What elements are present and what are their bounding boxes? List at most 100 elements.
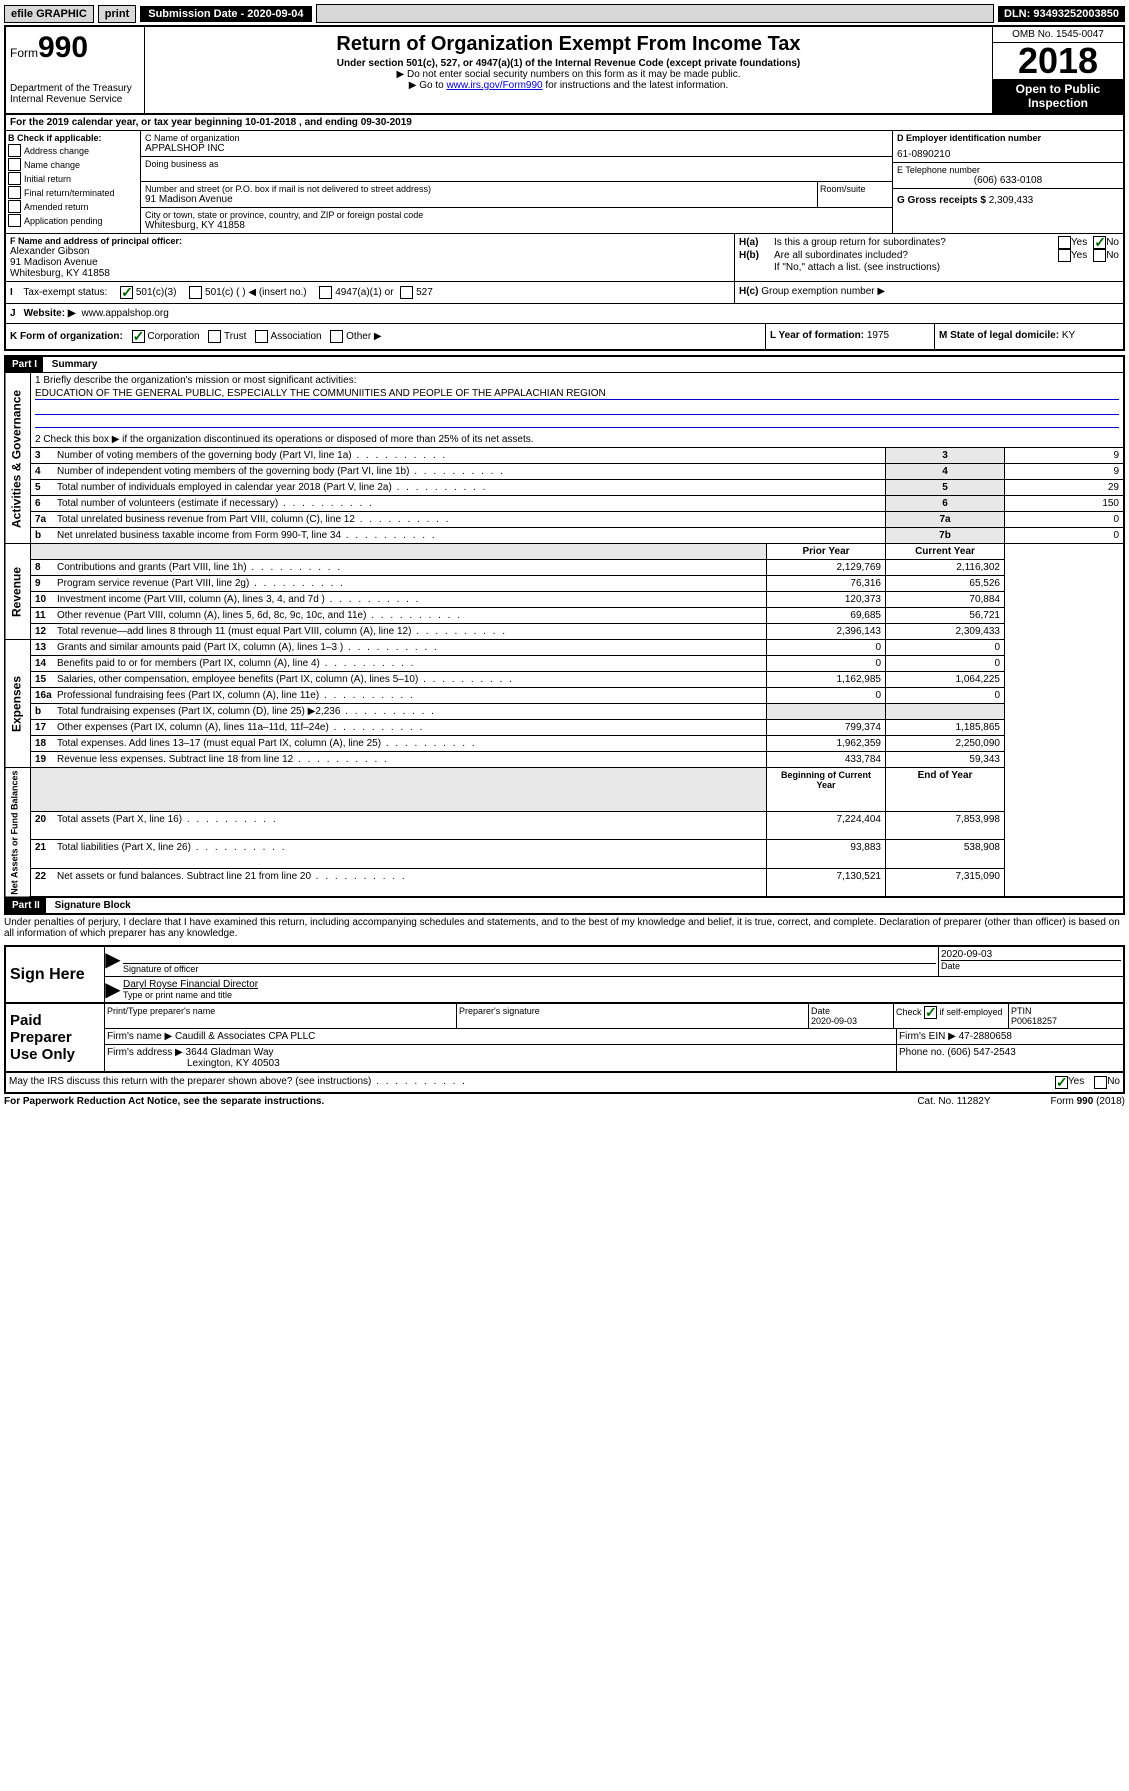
- info-block-row5: K Form of organization: Corporation Trus…: [4, 324, 1125, 351]
- irs-link[interactable]: www.irs.gov/Form990: [446, 80, 542, 91]
- info-block-row3: I Tax-exempt status: 501(c)(3) 501(c) ( …: [4, 282, 1125, 304]
- summary-row: bTotal fundraising expenses (Part IX, co…: [5, 704, 1124, 720]
- corp-checkbox[interactable]: [132, 330, 145, 343]
- top-toolbar: efile GRAPHIC print Submission Date - 20…: [4, 4, 1125, 23]
- 501c3-checkbox[interactable]: [120, 286, 133, 299]
- block-h: H(a) Is this a group return for subordin…: [735, 234, 1123, 281]
- ssn-note: ▶ Do not enter social security numbers o…: [149, 69, 988, 80]
- dept-label: Department of the Treasury: [10, 83, 140, 94]
- paid-prep-label: Paid Preparer Use Only: [6, 1004, 105, 1071]
- summary-row: 7aTotal unrelated business revenue from …: [5, 512, 1124, 528]
- summary-row: 6Total number of volunteers (estimate if…: [5, 496, 1124, 512]
- signature-block: Sign Here ▶ Signature of officer 2020-09…: [4, 945, 1125, 1004]
- summary-row: 15Salaries, other compensation, employee…: [5, 672, 1124, 688]
- summary-row: 16aProfessional fundraising fees (Part I…: [5, 688, 1124, 704]
- summary-table: Activities & Governance 1 Briefly descri…: [4, 372, 1125, 898]
- hb-yes-checkbox[interactable]: [1058, 249, 1071, 262]
- form-subtitle: Under section 501(c), 527, or 4947(a)(1)…: [149, 58, 988, 69]
- summary-row: 13Grants and similar amounts paid (Part …: [5, 640, 1124, 656]
- name-change-checkbox[interactable]: [8, 158, 21, 171]
- prep-phone: (606) 547-2543: [947, 1047, 1015, 1058]
- firm-ein: 47-2880658: [959, 1031, 1012, 1042]
- rev-label: Revenue: [5, 544, 31, 640]
- org-name: APPALSHOP INC: [145, 143, 888, 154]
- exp-label: Expenses: [5, 640, 31, 768]
- mission-text: EDUCATION OF THE GENERAL PUBLIC, ESPECIA…: [35, 388, 1119, 400]
- summary-row: 18Total expenses. Add lines 13–17 (must …: [5, 736, 1124, 752]
- sign-here-label: Sign Here: [6, 947, 105, 1002]
- summary-row: 17Other expenses (Part IX, column (A), l…: [5, 720, 1124, 736]
- efile-button[interactable]: efile GRAPHIC: [4, 5, 94, 23]
- paid-preparer-block: Paid Preparer Use Only Print/Type prepar…: [4, 1004, 1125, 1073]
- form-label: Form: [10, 46, 38, 60]
- toolbar-spacer: [316, 4, 994, 23]
- assoc-checkbox[interactable]: [255, 330, 268, 343]
- ha-no-checkbox[interactable]: [1093, 236, 1106, 249]
- 4947-checkbox[interactable]: [319, 286, 332, 299]
- block-deg: D Employer identification number 61-0890…: [892, 131, 1123, 233]
- summary-row: 4Number of independent voting members of…: [5, 464, 1124, 480]
- declaration: Under penalties of perjury, I declare th…: [4, 915, 1125, 941]
- footer: For Paperwork Reduction Act Notice, see …: [4, 1094, 1125, 1109]
- summary-row: 9Program service revenue (Part VIII, lin…: [5, 576, 1124, 592]
- goto-note: ▶ Go to www.irs.gov/Form990 for instruct…: [149, 80, 988, 91]
- org-city: Whitesburg, KY 41858: [145, 220, 888, 231]
- part1-title: Summary: [46, 357, 104, 372]
- print-button[interactable]: print: [98, 5, 136, 23]
- gov-label: Activities & Governance: [5, 373, 31, 544]
- self-emp-checkbox[interactable]: [924, 1006, 937, 1019]
- firm-name: Caudill & Associates CPA PLLC: [175, 1031, 315, 1042]
- block-j: J Website: ▶ www.appalshop.org: [4, 304, 1125, 324]
- hb-no-checkbox[interactable]: [1093, 249, 1106, 262]
- block-f: F Name and address of principal officer:…: [6, 234, 735, 281]
- summary-row: 12Total revenue—add lines 8 through 11 (…: [5, 624, 1124, 640]
- summary-row: 20Total assets (Part X, line 16)7,224,40…: [5, 812, 1124, 840]
- org-address: 91 Madison Avenue: [145, 194, 813, 205]
- discuss-yes-checkbox[interactable]: [1055, 1076, 1068, 1089]
- form-title: Return of Organization Exempt From Incom…: [149, 33, 988, 56]
- summary-row: 10Investment income (Part VIII, column (…: [5, 592, 1124, 608]
- ha-yes-checkbox[interactable]: [1058, 236, 1071, 249]
- summary-row: 5Total number of individuals employed in…: [5, 480, 1124, 496]
- summary-row: 22Net assets or fund balances. Subtract …: [5, 868, 1124, 897]
- form-number: 990: [38, 31, 88, 64]
- app-pending-checkbox[interactable]: [8, 214, 21, 227]
- other-checkbox[interactable]: [330, 330, 343, 343]
- state-domicile: KY: [1062, 330, 1075, 341]
- block-b: B Check if applicable: Address change Na…: [6, 131, 141, 233]
- 527-checkbox[interactable]: [400, 286, 413, 299]
- block-c: C Name of organization APPALSHOP INC Doi…: [141, 131, 892, 233]
- trust-checkbox[interactable]: [208, 330, 221, 343]
- final-return-checkbox[interactable]: [8, 186, 21, 199]
- summary-row: 14Benefits paid to or for members (Part …: [5, 656, 1124, 672]
- info-block-row2: F Name and address of principal officer:…: [4, 234, 1125, 282]
- part1-label: Part I: [6, 357, 43, 372]
- open-public-label: Open to Public Inspection: [993, 79, 1123, 113]
- summary-row: 8Contributions and grants (Part VIII, li…: [5, 560, 1124, 576]
- net-label: Net Assets or Fund Balances: [5, 768, 31, 898]
- officer-name: Daryl Royse Financial Director: [123, 979, 1121, 990]
- dln-label: DLN: 93493252003850: [998, 6, 1125, 22]
- ptin: P00618257: [1011, 1016, 1057, 1026]
- part2-title: Signature Block: [49, 898, 137, 913]
- part2-label: Part II: [6, 898, 46, 913]
- initial-return-checkbox[interactable]: [8, 172, 21, 185]
- discuss-no-checkbox[interactable]: [1094, 1076, 1107, 1089]
- summary-row: 11Other revenue (Part VIII, column (A), …: [5, 608, 1124, 624]
- block-i: I Tax-exempt status: 501(c)(3) 501(c) ( …: [6, 282, 735, 303]
- submission-date-label: Submission Date - 2020-09-04: [140, 6, 311, 22]
- summary-row: 21Total liabilities (Part X, line 26)93,…: [5, 840, 1124, 868]
- gross-receipts: 2,309,433: [989, 195, 1034, 206]
- 501c-checkbox[interactable]: [189, 286, 202, 299]
- discuss-row: May the IRS discuss this return with the…: [4, 1073, 1125, 1094]
- addr-change-checkbox[interactable]: [8, 144, 21, 157]
- ein: 61-0890210: [897, 149, 1119, 160]
- summary-row: 19Revenue less expenses. Subtract line 1…: [5, 752, 1124, 768]
- form-header: Form990 Department of the Treasury Inter…: [4, 25, 1125, 115]
- info-block-row1: B Check if applicable: Address change Na…: [4, 131, 1125, 234]
- amended-checkbox[interactable]: [8, 200, 21, 213]
- summary-row: 3Number of voting members of the governi…: [5, 448, 1124, 464]
- year-formation: 1975: [867, 330, 889, 341]
- irs-label: Internal Revenue Service: [10, 94, 140, 105]
- website-link[interactable]: www.appalshop.org: [82, 308, 169, 319]
